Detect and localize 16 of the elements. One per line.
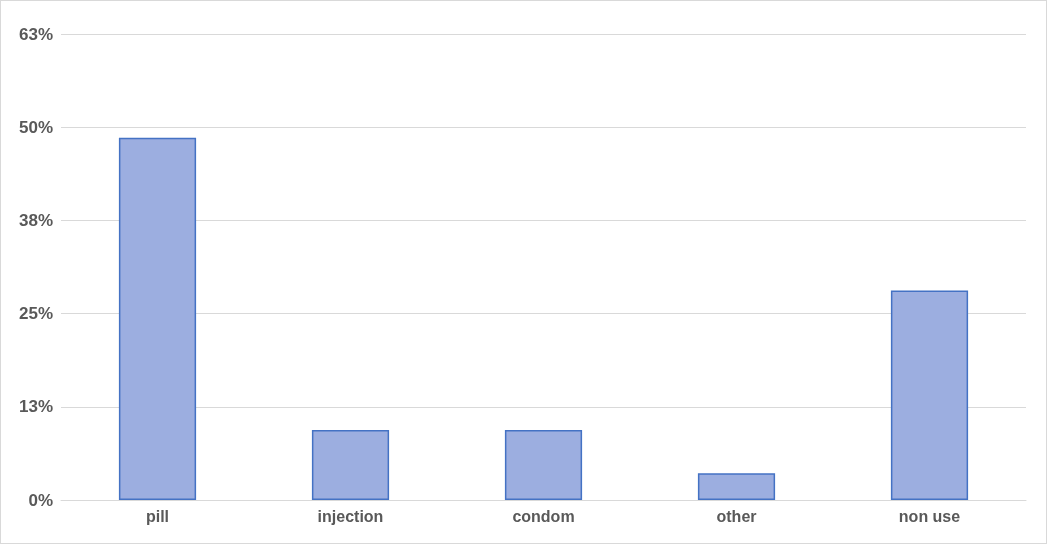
- bar: [697, 473, 776, 500]
- x-tick-label: pill: [145, 507, 170, 525]
- bar: [504, 429, 583, 500]
- bar: [890, 290, 969, 500]
- y-tick-label: 0%: [28, 490, 53, 510]
- y-tick-label: 38%: [18, 210, 53, 230]
- y-tick-label: 13%: [18, 397, 53, 417]
- x-tick-label: injection: [317, 507, 384, 525]
- bar: [311, 429, 390, 500]
- bar: [118, 137, 197, 500]
- y-tick-label: 50%: [18, 117, 53, 137]
- y-tick-label: 25%: [18, 304, 53, 324]
- x-tick-label: non use: [898, 507, 961, 525]
- x-tick-label: other: [716, 507, 757, 525]
- y-tick-label: 63%: [18, 24, 53, 44]
- x-tick-label: condom: [512, 507, 575, 525]
